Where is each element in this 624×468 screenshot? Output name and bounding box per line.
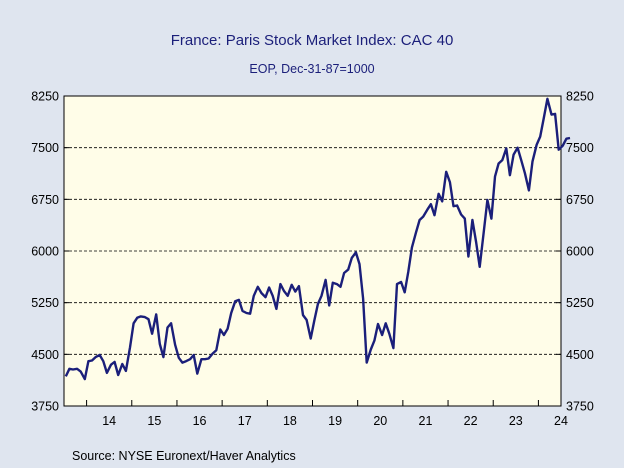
x-tick-label: 17 [238,414,252,428]
y-tick-label-left: 7500 [31,141,59,155]
x-tick-label: 22 [464,414,478,428]
y-tick-label-right: 6000 [566,245,594,259]
y-tick-label-left: 8250 [31,90,59,104]
x-tick-label: 16 [193,414,207,428]
chart-title: France: Paris Stock Market Index: CAC 40 [171,32,454,49]
y-tick-label-left: 6000 [31,245,59,259]
x-tick-label: 24 [554,414,568,428]
x-axis: 14 15 16 17 18 19 20 21 22 23 24 [86,400,568,428]
source-note: Source: NYSE Euronext/Haver Analytics [72,449,296,463]
y-tick-label-right: 8250 [566,90,594,104]
x-tick-label: 18 [283,414,297,428]
x-tick-label: 14 [102,414,116,428]
x-tick-label: 15 [147,414,161,428]
cac40-series-line [64,97,571,381]
x-tick-label: 21 [419,414,433,428]
gridlines [64,147,561,355]
y-tick-label-left: 6750 [31,193,59,207]
y-tick-label-right: 6750 [566,193,594,207]
y-tick-label-right: 5250 [566,296,594,310]
y-axis-right: 3750 4500 5250 6000 6750 7500 8250 [556,90,594,414]
y-tick-label-left: 3750 [31,400,59,414]
y-tick-label-left: 4500 [31,348,59,362]
y-axis-left: 3750 4500 5250 6000 6750 7500 8250 [31,90,69,414]
x-tick-label: 23 [509,414,523,428]
x-tick-label: 19 [328,414,342,428]
chart-subtitle: EOP, Dec-31-87=1000 [249,62,374,76]
x-tick-label: 20 [373,414,387,428]
y-tick-label-right: 4500 [566,348,594,362]
y-tick-label-right: 3750 [566,400,594,414]
y-tick-label-right: 7500 [566,141,594,155]
y-tick-label-left: 5250 [31,296,59,310]
